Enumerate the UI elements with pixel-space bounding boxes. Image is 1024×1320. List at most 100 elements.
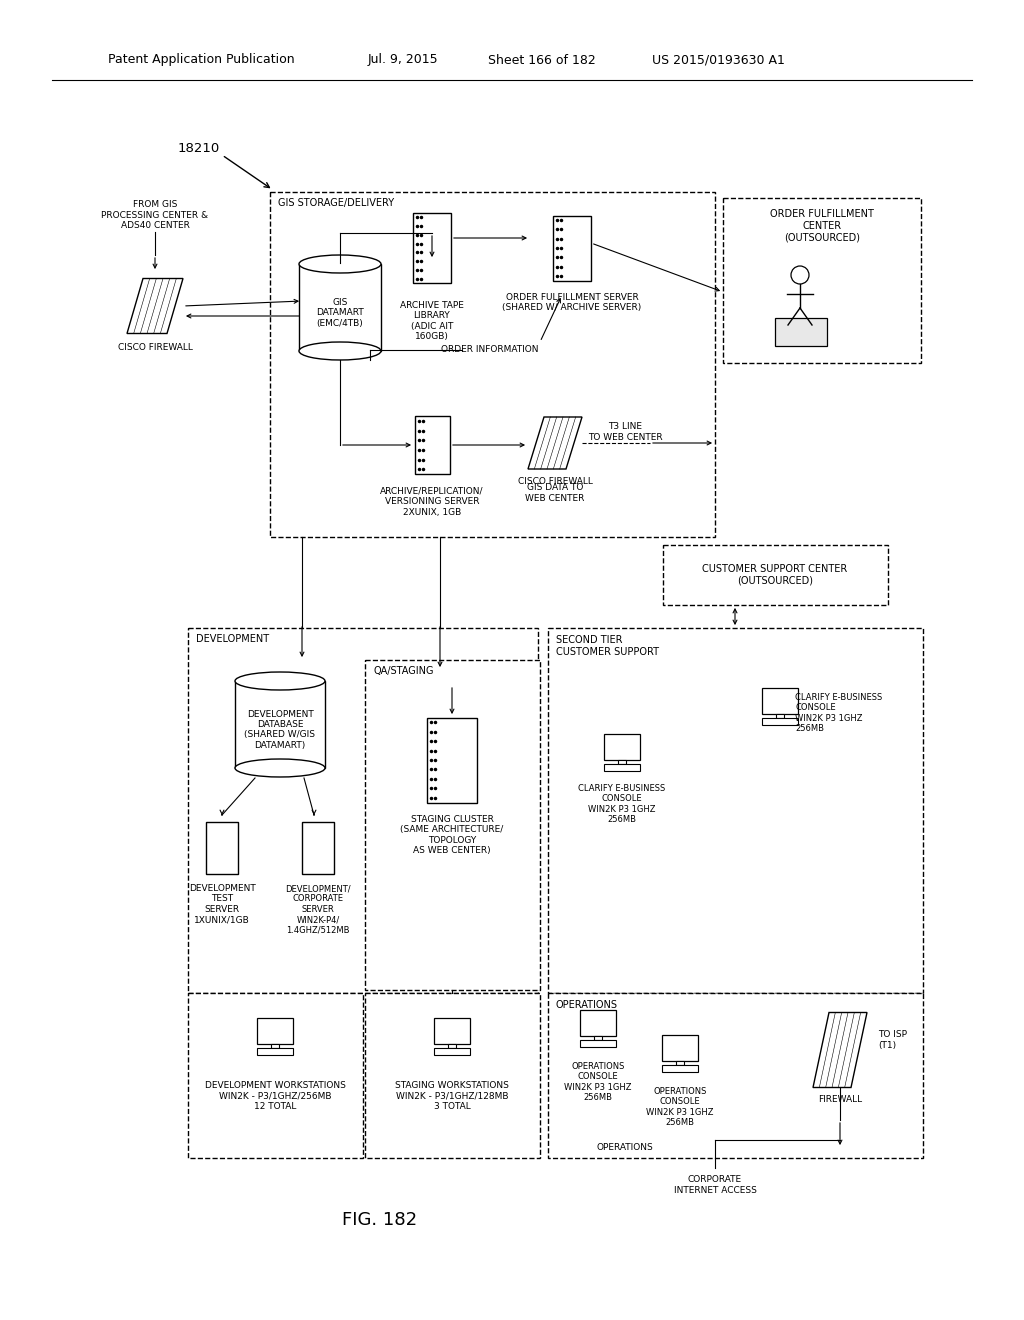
Bar: [188, 993, 362, 1158]
Bar: [762, 718, 798, 725]
Bar: [413, 213, 451, 222]
Bar: [427, 746, 477, 755]
Bar: [762, 688, 798, 714]
Bar: [415, 425, 450, 436]
Bar: [206, 833, 238, 842]
Bar: [449, 1044, 456, 1048]
Text: DEVELOPMENT/
CORPORATE
SERVER
WIN2K-P4/
1.4GHZ/512MB: DEVELOPMENT/ CORPORATE SERVER WIN2K-P4/ …: [286, 884, 351, 935]
Bar: [548, 993, 923, 1158]
Text: CLARIFY E-BUSINESS
CONSOLE
WIN2K P3 1GHZ
256MB: CLARIFY E-BUSINESS CONSOLE WIN2K P3 1GHZ…: [579, 784, 666, 824]
Bar: [427, 784, 477, 793]
Bar: [427, 718, 477, 803]
Text: DEVELOPMENT
DATABASE
(SHARED W/GIS
DATAMART): DEVELOPMENT DATABASE (SHARED W/GIS DATAM…: [245, 710, 315, 750]
Text: CISCO FIREWALL: CISCO FIREWALL: [517, 477, 593, 486]
Bar: [206, 853, 238, 863]
Bar: [302, 822, 334, 874]
Text: US 2015/0193630 A1: US 2015/0193630 A1: [652, 54, 784, 66]
Bar: [427, 774, 477, 784]
Bar: [662, 1065, 698, 1072]
Bar: [553, 234, 591, 243]
Text: CUSTOMER SUPPORT CENTER
(OUTSOURCED): CUSTOMER SUPPORT CENTER (OUTSOURCED): [702, 564, 848, 586]
Text: Patent Application Publication: Patent Application Publication: [108, 54, 295, 66]
Bar: [206, 842, 238, 853]
Bar: [365, 993, 540, 1158]
Text: 18210: 18210: [178, 141, 220, 154]
Bar: [553, 224, 591, 234]
Bar: [427, 718, 477, 727]
Text: STAGING CLUSTER
(SAME ARCHITECTURE/
TOPOLOGY
AS WEB CENTER): STAGING CLUSTER (SAME ARCHITECTURE/ TOPO…: [400, 814, 504, 855]
Bar: [548, 628, 923, 993]
Bar: [415, 436, 450, 445]
Bar: [553, 252, 591, 261]
Text: FIG. 182: FIG. 182: [342, 1210, 418, 1229]
Text: CORPORATE
INTERNET ACCESS: CORPORATE INTERNET ACCESS: [674, 1175, 757, 1195]
Text: ORDER FULFILLMENT SERVER
(SHARED W/ ARCHIVE SERVER): ORDER FULFILLMENT SERVER (SHARED W/ ARCH…: [503, 293, 642, 313]
Text: DEVELOPMENT
TEST
SERVER
1XUNIX/1GB: DEVELOPMENT TEST SERVER 1XUNIX/1GB: [188, 884, 255, 924]
Text: CLARIFY E-BUSINESS
CONSOLE
WIN2K P3 1GHZ
256MB: CLARIFY E-BUSINESS CONSOLE WIN2K P3 1GHZ…: [795, 693, 883, 733]
Bar: [206, 822, 238, 833]
Bar: [302, 833, 334, 842]
Text: QA/STAGING: QA/STAGING: [373, 667, 433, 676]
Text: OPERATIONS: OPERATIONS: [556, 1001, 618, 1010]
Bar: [302, 863, 334, 874]
Bar: [427, 793, 477, 803]
Bar: [413, 222, 451, 231]
Bar: [676, 1061, 684, 1065]
Bar: [413, 275, 451, 282]
Bar: [415, 454, 450, 465]
Text: OPERATIONS
CONSOLE
WIN2K P3 1GHZ
256MB: OPERATIONS CONSOLE WIN2K P3 1GHZ 256MB: [564, 1063, 632, 1102]
Ellipse shape: [234, 672, 325, 690]
Text: CISCO FIREWALL: CISCO FIREWALL: [118, 343, 193, 352]
Bar: [413, 248, 451, 257]
Bar: [257, 1048, 293, 1055]
Text: SECOND TIER
CUSTOMER SUPPORT: SECOND TIER CUSTOMER SUPPORT: [556, 635, 659, 657]
Polygon shape: [127, 279, 183, 334]
Bar: [553, 243, 591, 252]
Bar: [302, 822, 334, 833]
Bar: [553, 215, 591, 281]
Bar: [427, 727, 477, 737]
Bar: [553, 271, 591, 281]
Bar: [427, 737, 477, 746]
Bar: [257, 1018, 293, 1044]
Bar: [413, 257, 451, 265]
Bar: [415, 465, 450, 474]
Text: OPERATIONS
CONSOLE
WIN2K P3 1GHZ
256MB: OPERATIONS CONSOLE WIN2K P3 1GHZ 256MB: [646, 1086, 714, 1127]
Bar: [434, 1018, 470, 1044]
Bar: [553, 261, 591, 271]
Bar: [413, 239, 451, 248]
Bar: [413, 265, 451, 275]
Ellipse shape: [299, 342, 381, 360]
Bar: [188, 628, 538, 993]
Ellipse shape: [299, 255, 381, 273]
Circle shape: [791, 267, 809, 284]
Text: DEVELOPMENT: DEVELOPMENT: [196, 634, 269, 644]
Text: ORDER INFORMATION: ORDER INFORMATION: [441, 346, 539, 355]
Bar: [427, 764, 477, 774]
Bar: [302, 842, 334, 853]
Text: GIS DATA TO
WEB CENTER: GIS DATA TO WEB CENTER: [525, 483, 585, 503]
Text: GIS STORAGE/DELIVERY: GIS STORAGE/DELIVERY: [278, 198, 394, 209]
Bar: [299, 264, 381, 351]
Ellipse shape: [234, 759, 325, 777]
Polygon shape: [813, 1012, 867, 1088]
Bar: [206, 822, 238, 874]
Text: TO ISP
(T1): TO ISP (T1): [878, 1031, 907, 1049]
Bar: [604, 734, 640, 760]
Bar: [663, 545, 888, 605]
Text: FROM GIS
PROCESSING CENTER &
ADS40 CENTER: FROM GIS PROCESSING CENTER & ADS40 CENTE…: [101, 201, 209, 230]
Bar: [580, 1010, 616, 1036]
Bar: [415, 416, 450, 425]
Bar: [776, 714, 784, 718]
Bar: [413, 231, 451, 239]
Bar: [427, 755, 477, 764]
Bar: [415, 416, 450, 474]
Bar: [234, 681, 325, 768]
Bar: [580, 1040, 616, 1047]
Text: T3 LINE
TO WEB CENTER: T3 LINE TO WEB CENTER: [588, 422, 663, 442]
Bar: [365, 660, 540, 990]
Bar: [553, 215, 591, 224]
Text: DEVELOPMENT WORKSTATIONS
WIN2K - P3/1GHZ/256MB
12 TOTAL: DEVELOPMENT WORKSTATIONS WIN2K - P3/1GHZ…: [205, 1081, 345, 1111]
Bar: [604, 764, 640, 771]
Text: Sheet 166 of 182: Sheet 166 of 182: [488, 54, 596, 66]
